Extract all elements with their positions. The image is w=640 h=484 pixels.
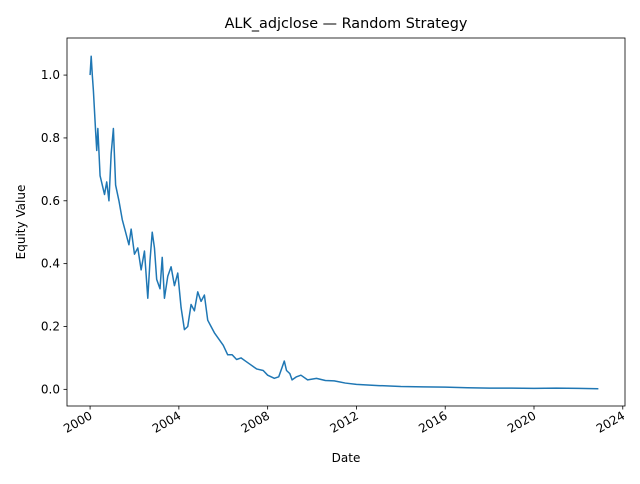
y-tick-label: 0.0 — [41, 382, 60, 396]
y-tick-label: 0.2 — [41, 319, 60, 333]
y-tick-label: 1.0 — [41, 68, 60, 82]
chart-title: ALK_adjclose — Random Strategy — [225, 16, 468, 32]
y-tick-label: 0.4 — [41, 257, 60, 271]
plot-frame — [66, 37, 626, 407]
x-axis-label: Date — [332, 451, 361, 465]
y-tick-label: 0.6 — [41, 194, 60, 208]
y-tick-label: 0.8 — [41, 131, 60, 145]
equity-line — [89, 55, 599, 390]
y-axis-label: Equity Value — [14, 185, 28, 260]
